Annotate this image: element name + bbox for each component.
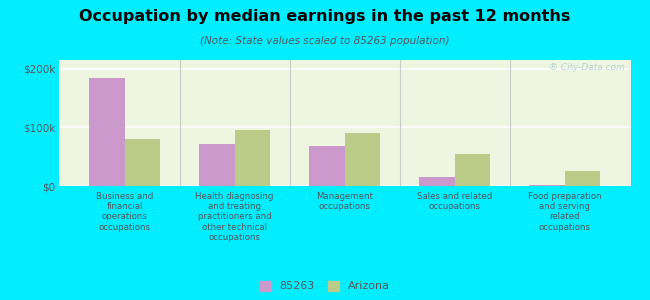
Text: Occupation by median earnings in the past 12 months: Occupation by median earnings in the pas… [79, 9, 571, 24]
Text: (Note: State values scaled to 85263 population): (Note: State values scaled to 85263 popu… [200, 36, 450, 46]
Bar [454, 154, 489, 186]
Bar [529, 185, 564, 186]
Bar [89, 78, 125, 186]
Bar [419, 177, 454, 186]
Bar [564, 171, 600, 186]
Text: ® City-Data.com: ® City-Data.com [549, 62, 625, 71]
Bar [344, 133, 380, 186]
Bar [309, 146, 344, 186]
Bar [125, 139, 160, 186]
Legend: 85263, Arizona: 85263, Arizona [260, 281, 390, 291]
Bar [235, 130, 270, 186]
Bar [200, 144, 235, 186]
